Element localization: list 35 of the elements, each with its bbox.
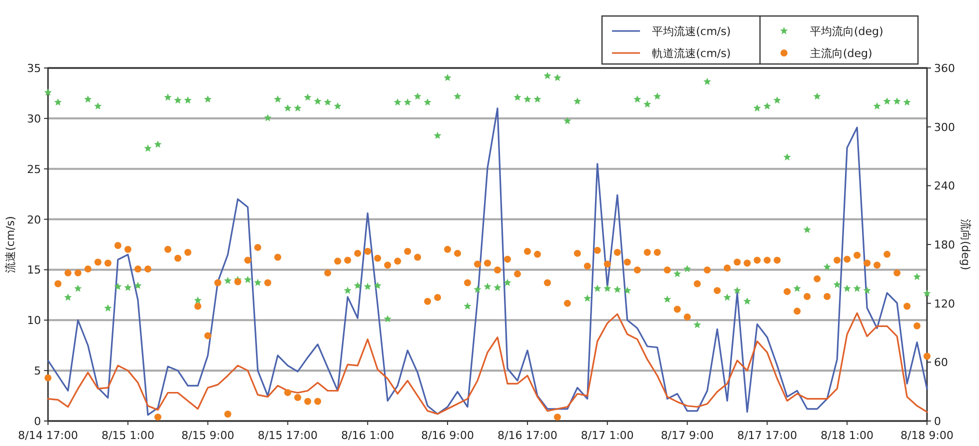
y2-tick-label: 180 [934,238,955,252]
y-tick-label: 30 [27,112,41,126]
line-series [47,312,928,415]
legend-label: 主流向(deg) [810,47,872,60]
y2-tick-label: 60 [934,356,948,370]
x-tick-label: 8/17 1:00 [580,429,634,442]
x-tick-label: 8/14 17:00 [18,429,78,442]
y2-tick-label: 240 [934,180,955,193]
legend-label: 平均流向(deg) [810,25,884,38]
y-tick-label: 20 [27,213,41,226]
y2-axis-title: 流向(deg) [959,218,972,270]
y2-tick-label: 300 [934,120,955,134]
y-tick-label: 5 [34,364,41,378]
legend-label: 平均流速(cm/s) [652,25,731,38]
x-tick-label: 8/15 9:00 [181,429,234,442]
x-tick-label: 8/16 1:00 [341,429,394,442]
x-tick-label: 8/15 17:00 [258,429,318,442]
legend-label: 軌道流速(cm/s) [652,47,731,60]
y-tick-label: 35 [27,62,41,75]
y-tick-label: 15 [27,264,41,277]
y-tick-label: 0 [34,415,41,428]
x-tick-label: 8/17 9:00 [660,429,714,442]
x-tick-label: 8/15 1:00 [101,429,154,442]
y2-tick-label: 360 [934,62,955,75]
x-tick-label: 8/17 17:00 [737,429,798,442]
line-series [47,108,928,416]
x-tick-label: 8/16 17:00 [498,429,558,442]
y2-tick-label: 0 [934,415,941,428]
y-tick-label: 10 [27,314,41,328]
y2-tick-label: 120 [934,297,955,310]
x-tick-label: 8/16 9:00 [421,429,474,442]
x-tick-label: 8/18 1:00 [820,429,874,442]
x-tick-label: 8/18 9:00 [900,429,954,442]
y-axis-title: 流速(cm/s) [4,216,17,273]
y-tick-label: 25 [27,162,41,176]
